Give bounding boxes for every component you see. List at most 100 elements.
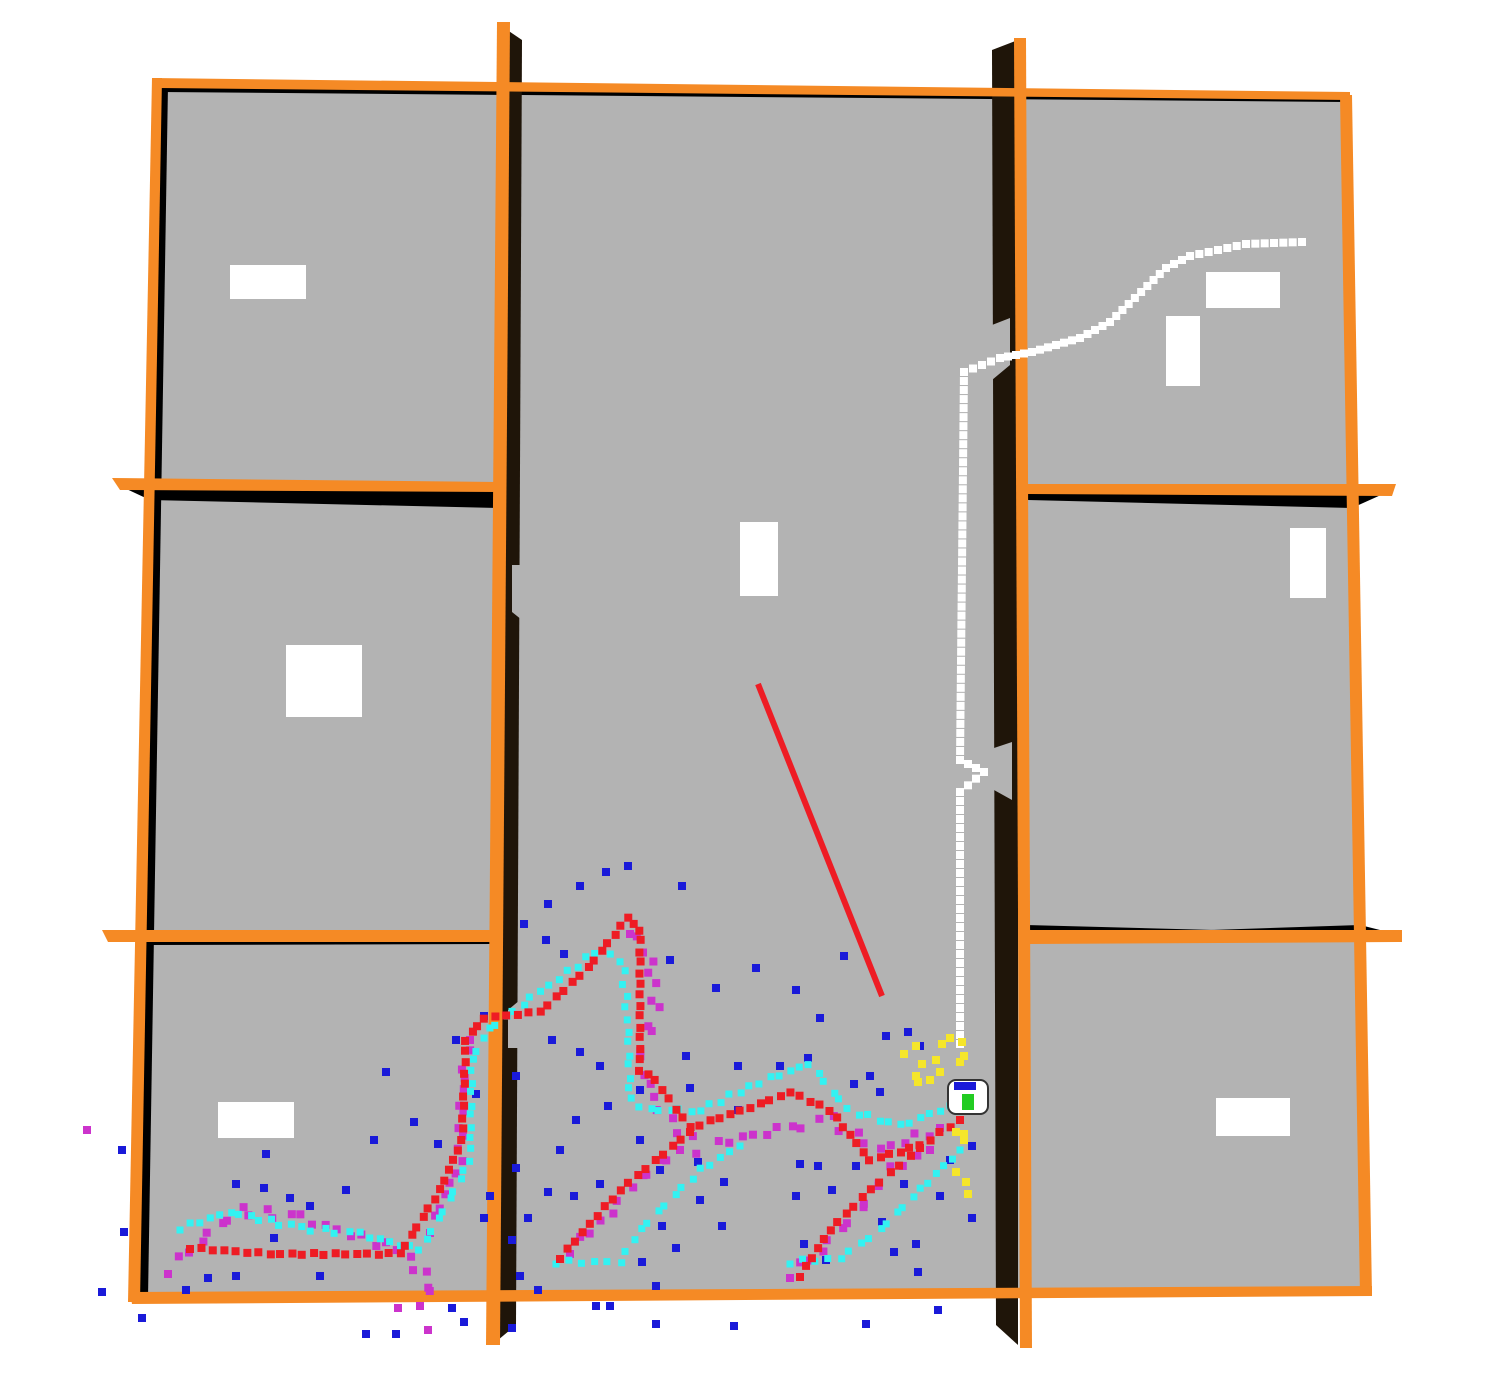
path-dot bbox=[987, 357, 995, 366]
path-dot bbox=[276, 1250, 285, 1259]
scatter-dot bbox=[792, 986, 800, 994]
path-dot bbox=[957, 629, 966, 638]
path-dot bbox=[356, 1228, 364, 1236]
path-dot bbox=[376, 1235, 384, 1243]
path-dot bbox=[408, 1230, 417, 1239]
scatter-dot bbox=[814, 1162, 822, 1170]
path-dot bbox=[844, 1247, 852, 1255]
path-dot bbox=[624, 913, 633, 922]
path-dot bbox=[552, 1260, 560, 1268]
path-dot bbox=[616, 921, 625, 930]
path-dot bbox=[466, 1110, 474, 1118]
path-dot bbox=[1170, 260, 1178, 268]
path-dot bbox=[686, 1123, 695, 1132]
scatter-dot bbox=[686, 1084, 694, 1092]
path-dot bbox=[568, 977, 577, 986]
path-dot bbox=[806, 1097, 815, 1106]
path-dot bbox=[905, 1119, 913, 1127]
path-dot bbox=[366, 1234, 374, 1242]
path-dot bbox=[705, 1100, 713, 1108]
scatter-dot bbox=[900, 1050, 908, 1058]
path-dot bbox=[635, 926, 644, 935]
path-dot bbox=[937, 1107, 945, 1115]
path-dot bbox=[627, 1075, 635, 1083]
scatter-dot bbox=[792, 1192, 800, 1200]
path-dot bbox=[199, 1237, 208, 1246]
path-dot bbox=[445, 1178, 454, 1187]
path-dot bbox=[635, 990, 644, 999]
scatter-dot bbox=[658, 1222, 666, 1230]
path-dot bbox=[957, 647, 966, 656]
path-dot bbox=[638, 1225, 646, 1233]
scatter-dot bbox=[752, 964, 760, 972]
scatter-dot bbox=[604, 1102, 612, 1110]
doorway-left-upper bbox=[512, 565, 522, 620]
path-dot bbox=[786, 1260, 794, 1268]
path-dot bbox=[1091, 326, 1099, 334]
path-dot bbox=[819, 1247, 828, 1256]
path-dot bbox=[959, 422, 968, 431]
scatter-dot bbox=[696, 1196, 704, 1204]
path-dot bbox=[655, 1207, 663, 1215]
path-dot bbox=[1036, 345, 1044, 354]
scatter-dot bbox=[914, 1268, 922, 1276]
path-dot bbox=[956, 905, 964, 913]
path-dot bbox=[1112, 312, 1121, 320]
path-dot bbox=[956, 701, 965, 710]
path-dot bbox=[726, 1148, 734, 1156]
path-dot bbox=[767, 1073, 775, 1081]
path-dot bbox=[886, 1162, 895, 1171]
scatter-dot bbox=[672, 1244, 680, 1252]
path-dot bbox=[956, 746, 965, 755]
path-dot bbox=[635, 948, 644, 957]
path-dot bbox=[660, 1202, 668, 1210]
divider-shadow-right-lower bbox=[1026, 925, 1400, 936]
path-dot bbox=[876, 1117, 884, 1125]
scatter-dot bbox=[592, 1302, 600, 1310]
path-dot bbox=[875, 1178, 884, 1187]
path-dot bbox=[956, 1022, 964, 1030]
obstacle bbox=[740, 522, 778, 596]
path-dot bbox=[659, 1150, 668, 1159]
path-dot bbox=[935, 1128, 944, 1137]
path-dot bbox=[460, 1073, 469, 1082]
path-dot bbox=[1214, 246, 1222, 254]
path-dot bbox=[958, 521, 967, 530]
path-dot bbox=[447, 1194, 455, 1202]
path-dot bbox=[641, 1165, 650, 1174]
path-dot bbox=[658, 1086, 667, 1095]
path-dot bbox=[1060, 338, 1068, 347]
path-dot bbox=[222, 1216, 231, 1225]
path-dot bbox=[457, 1065, 466, 1074]
path-dot bbox=[575, 971, 584, 980]
path-dot bbox=[331, 1249, 340, 1258]
path-dot bbox=[956, 1146, 964, 1154]
path-dot bbox=[296, 1210, 305, 1219]
path-dot bbox=[400, 1241, 409, 1250]
path-dot bbox=[865, 1156, 873, 1165]
scatter-dot bbox=[962, 1178, 970, 1186]
path-dot bbox=[574, 963, 582, 971]
path-dot bbox=[956, 710, 965, 719]
scatter-dot bbox=[912, 1072, 920, 1080]
path-dot bbox=[706, 1161, 714, 1169]
path-dot bbox=[688, 1108, 696, 1116]
scatter-dot bbox=[852, 1162, 860, 1170]
path-dot bbox=[593, 1212, 602, 1221]
path-dot bbox=[576, 1232, 585, 1241]
path-dot bbox=[647, 1027, 656, 1036]
scatter-dot bbox=[912, 1042, 920, 1050]
scatter-dot bbox=[946, 1034, 954, 1042]
path-dot bbox=[834, 1095, 842, 1103]
path-dot bbox=[486, 1024, 494, 1032]
path-dot bbox=[956, 860, 964, 868]
path-dot bbox=[457, 1136, 466, 1145]
path-dot bbox=[394, 1304, 402, 1312]
scatter-dot bbox=[570, 1192, 578, 1200]
path-dot bbox=[956, 1116, 964, 1124]
scatter-dot bbox=[912, 1240, 920, 1248]
doorway-right-upper bbox=[992, 318, 1010, 380]
scatter-dot bbox=[636, 1086, 644, 1094]
path-dot bbox=[448, 1188, 456, 1196]
path-dot bbox=[859, 1199, 868, 1208]
